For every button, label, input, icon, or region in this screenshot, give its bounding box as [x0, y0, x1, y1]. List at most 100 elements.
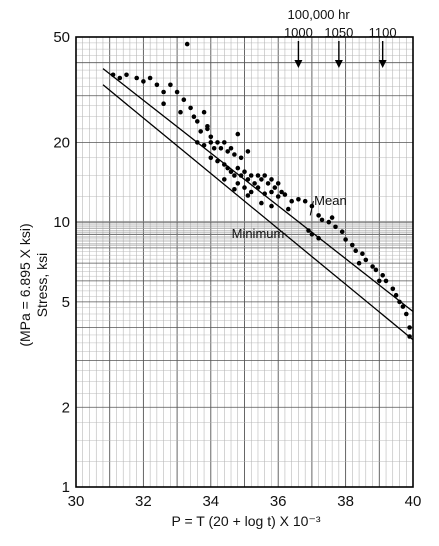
- trend-line-mean: [102, 68, 414, 313]
- data-point: [232, 173, 237, 178]
- data-point: [296, 197, 301, 202]
- data-point: [279, 189, 284, 195]
- y-axis-label: Stress, ksi: [34, 253, 50, 318]
- data-point: [309, 232, 315, 237]
- top-annotation-label: 100,000 hr: [288, 7, 351, 22]
- data-point: [316, 235, 321, 241]
- data-point: [360, 251, 365, 256]
- data-point: [343, 237, 348, 242]
- data-point: [397, 299, 402, 305]
- data-point: [228, 169, 234, 174]
- trend-lines: [102, 68, 414, 341]
- x-tick-label: 30: [68, 493, 85, 510]
- data-point: [390, 286, 396, 292]
- data-point: [208, 155, 214, 161]
- x-tick-label: 34: [202, 493, 219, 510]
- data-point: [238, 155, 244, 161]
- temperature-marker-arrowhead: [294, 60, 303, 68]
- data-point: [208, 134, 214, 140]
- data-point: [242, 185, 247, 190]
- data-point: [215, 158, 220, 164]
- data-point: [228, 146, 234, 151]
- data-point: [222, 162, 227, 167]
- data-point: [117, 75, 123, 81]
- data-point: [383, 278, 389, 284]
- data-point: [255, 173, 261, 178]
- x-tick-label: 40: [405, 493, 422, 510]
- data-point: [195, 119, 200, 124]
- data-point: [211, 146, 217, 151]
- data-point: [275, 194, 281, 199]
- data-point: [316, 213, 321, 218]
- x-tick-label: 38: [337, 493, 354, 510]
- data-point: [235, 165, 241, 171]
- data-point: [222, 177, 227, 182]
- data-point: [161, 101, 166, 106]
- data-point: [262, 191, 268, 196]
- data-point: [191, 114, 197, 119]
- data-point: [141, 79, 146, 84]
- trend-line-minimum: [102, 84, 414, 341]
- temperature-marker-label: 1000: [284, 25, 313, 40]
- data-point: [248, 189, 254, 195]
- data-point: [181, 97, 187, 102]
- data-point: [269, 203, 274, 209]
- data-point: [215, 140, 220, 145]
- data-point: [235, 181, 241, 186]
- data-point: [124, 72, 129, 78]
- data-point: [407, 334, 412, 339]
- data-point: [259, 177, 264, 182]
- data-point: [218, 146, 224, 151]
- data-point: [370, 264, 375, 269]
- y-tick-label: 2: [62, 399, 70, 416]
- data-point: [147, 75, 153, 81]
- data-point: [238, 173, 244, 178]
- data-point: [198, 129, 203, 134]
- y-tick-label: 50: [53, 29, 70, 46]
- data-point: [329, 215, 335, 220]
- data-point: [245, 193, 251, 198]
- data-point: [174, 89, 180, 95]
- data-point: [259, 200, 264, 206]
- data-point: [245, 149, 251, 154]
- temperature-marker-label: 1050: [324, 25, 353, 40]
- data-point: [134, 75, 139, 81]
- data-point: [302, 198, 308, 204]
- data-point: [269, 189, 274, 195]
- data-point: [110, 72, 116, 78]
- data-point: [377, 278, 382, 284]
- plot-border: [75, 36, 414, 488]
- data-point: [272, 185, 278, 190]
- leader-line-minimum: [283, 233, 287, 235]
- data-point: [201, 143, 207, 148]
- data-point: [255, 185, 261, 190]
- data-point: [168, 82, 173, 88]
- leader-line-mean: [309, 200, 314, 216]
- data-point: [161, 89, 166, 95]
- data-point: [400, 304, 406, 309]
- data-point: [225, 165, 230, 171]
- data-point: [404, 311, 409, 317]
- temperature-marker-arrowhead: [334, 60, 343, 68]
- data-point: [195, 140, 200, 145]
- temperature-marker-label: 1100: [369, 25, 397, 40]
- data-point: [201, 109, 207, 115]
- data-point: [154, 82, 160, 88]
- data-point: [407, 325, 412, 330]
- plot-frame: [75, 36, 414, 488]
- line-label-mean: Mean: [314, 193, 347, 208]
- x-axis-label: P = T (20 + log t) X 10⁻³: [171, 513, 320, 529]
- data-point: [380, 273, 386, 278]
- y-tick-label: 20: [53, 134, 70, 151]
- data-point: [242, 169, 247, 174]
- data-point: [363, 257, 369, 263]
- y-tick-label: 10: [53, 214, 70, 231]
- data-point: [225, 149, 230, 154]
- data-point: [319, 217, 325, 223]
- data-point: [306, 228, 311, 233]
- y-tick-label: 1: [62, 479, 70, 496]
- data-point: [245, 177, 251, 182]
- data-point: [184, 41, 190, 47]
